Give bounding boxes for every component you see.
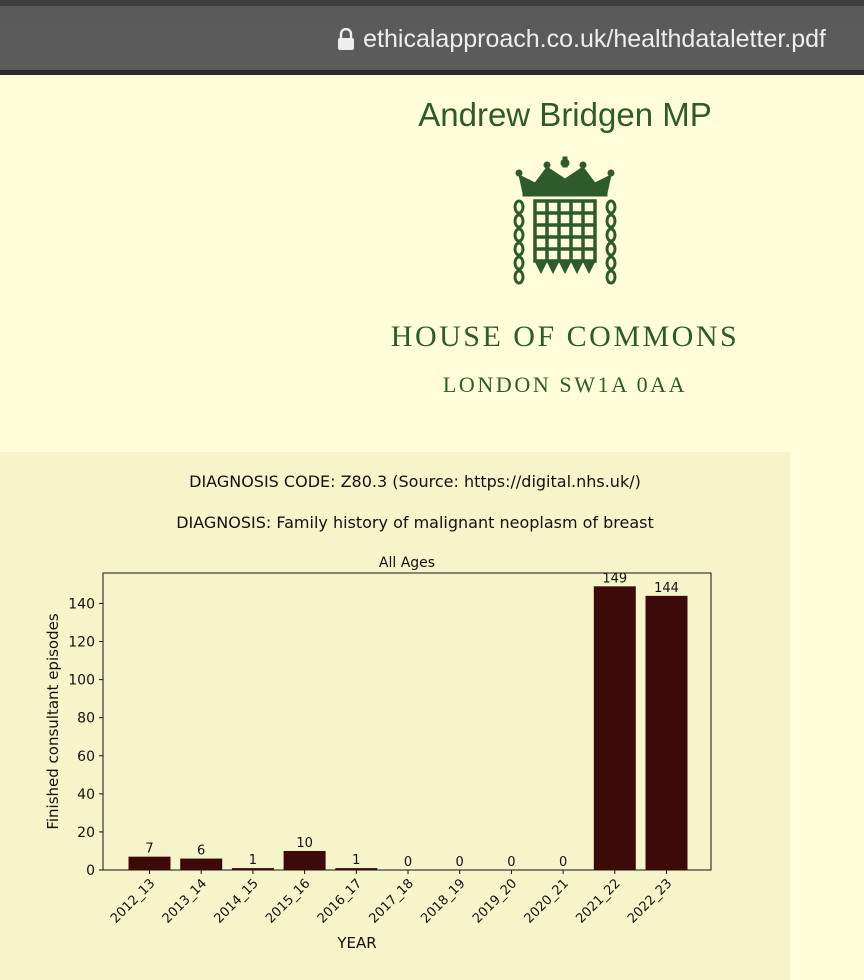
chart-title: All Ages — [379, 555, 435, 571]
y-tick-label: 120 — [68, 635, 95, 651]
diagnosis-code-line: DIAGNOSIS CODE: Z80.3 (Source: https://d… — [189, 472, 641, 491]
x-axis-label: YEAR — [336, 934, 376, 952]
y-tick-label: 0 — [86, 863, 95, 879]
bar-2013_14 — [180, 858, 223, 870]
mp-name: Andrew Bridgen MP — [418, 96, 712, 133]
house-of-commons-heading: HOUSE OF COMMONS — [390, 320, 740, 353]
y-tick-label: 60 — [77, 749, 95, 765]
x-tick-label: 2015_16 — [263, 876, 313, 926]
bar-2021_22 — [593, 586, 636, 870]
y-tick-label: 20 — [77, 825, 95, 841]
bar-2012_13 — [128, 856, 171, 870]
bar-2016_17 — [335, 868, 378, 870]
data-label-2017_18: 0 — [404, 855, 412, 870]
y-tick-label: 100 — [68, 673, 95, 689]
y-tick-label: 40 — [77, 787, 95, 803]
data-label-2015_16: 10 — [296, 836, 313, 851]
data-label-2018_19: 0 — [456, 855, 464, 870]
bar-2022_23 — [645, 595, 688, 870]
x-tick-label: 2012_13 — [108, 876, 158, 926]
x-tick-label: 2018_19 — [418, 876, 468, 926]
data-label-2019_20: 0 — [507, 855, 515, 870]
y-tick-label: 80 — [77, 711, 95, 727]
x-tick-label: 2019_20 — [470, 876, 520, 926]
x-tick-label: 2016_17 — [315, 876, 365, 926]
address-bar[interactable]: ethicalapproach.co.uk/healthdataletter.p… — [337, 24, 826, 54]
y-axis-label: Finished consultant episodes — [44, 613, 62, 830]
data-label-2012_13: 7 — [145, 842, 153, 857]
data-label-2014_15: 1 — [249, 853, 257, 868]
data-label-2021_22: 149 — [602, 571, 627, 586]
url-text: ethicalapproach.co.uk/healthdataletter.p… — [363, 24, 826, 53]
data-label-2013_14: 6 — [197, 844, 205, 859]
diagnosis-description-line: DIAGNOSIS: Family history of malignant n… — [176, 513, 654, 532]
x-tick-label: 2021_22 — [573, 876, 623, 926]
lock-icon — [338, 28, 355, 50]
data-label-2020_21: 0 — [559, 855, 567, 870]
x-tick-label: 2020_21 — [522, 876, 572, 926]
x-tick-label: 2014_15 — [211, 876, 261, 926]
data-label-2022_23: 144 — [654, 581, 679, 596]
plot-frame — [102, 572, 712, 871]
x-tick-label: 2017_18 — [367, 876, 417, 926]
address-line: LONDON SW1A 0AA — [442, 372, 688, 397]
bar-2014_15 — [231, 868, 274, 870]
bar-2015_16 — [283, 850, 326, 870]
data-label-2016_17: 1 — [352, 853, 360, 868]
y-tick-label: 140 — [68, 596, 95, 612]
portcullis-icon — [513, 156, 617, 285]
x-tick-label: 2013_14 — [160, 876, 210, 926]
browser-toolbar: ethicalapproach.co.uk/healthdataletter.p… — [0, 0, 864, 75]
x-tick-label: 2022_23 — [625, 876, 675, 926]
